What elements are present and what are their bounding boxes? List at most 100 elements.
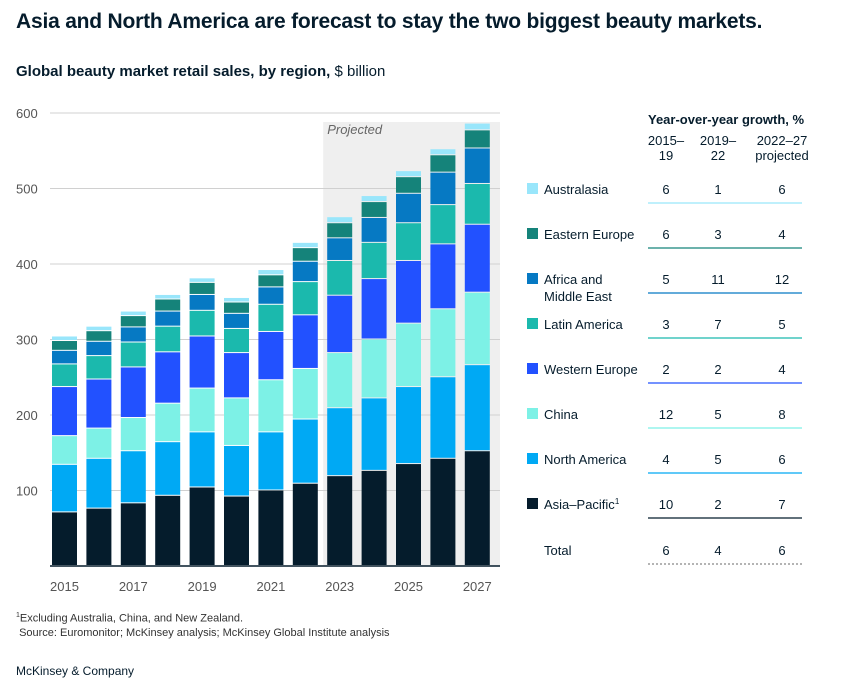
- legend-label: Total: [544, 543, 572, 558]
- growth-value: 2: [662, 362, 669, 377]
- bar-segment: [430, 149, 456, 155]
- x-tick-label: 2025: [394, 579, 423, 594]
- bar-segment: [292, 242, 318, 248]
- bar-segment: [292, 483, 318, 565]
- growth-value: 10: [659, 497, 673, 512]
- x-tick-label: 2019: [188, 579, 217, 594]
- growth-value: 6: [778, 543, 785, 558]
- bar-segment: [430, 458, 456, 565]
- bar-segment: [464, 130, 490, 148]
- bar-segment: [224, 313, 249, 328]
- bar-segment: [120, 327, 146, 342]
- bar-segment: [189, 432, 215, 487]
- legend-label: China: [544, 407, 579, 422]
- growth-column-header: projected: [755, 148, 808, 163]
- bar-segment: [292, 248, 318, 261]
- legend-label: Australasia: [544, 182, 609, 197]
- bar-segment: [396, 223, 421, 260]
- bar-segment: [120, 451, 146, 503]
- y-tick-label: 500: [16, 182, 38, 197]
- bar-segment: [327, 353, 353, 408]
- bar-segment: [361, 470, 387, 565]
- chart-subtitle: Global beauty market retail sales, by re…: [16, 63, 385, 80]
- growth-value: 6: [662, 182, 669, 197]
- bar-segment: [52, 387, 77, 436]
- bar-segment: [52, 341, 77, 350]
- bar-segment: [224, 445, 249, 496]
- bar-segment: [361, 196, 387, 202]
- bar-segment: [155, 326, 181, 352]
- y-tick-label: 600: [16, 106, 38, 121]
- bar-segment: [258, 380, 284, 432]
- bar-segment: [155, 311, 181, 326]
- x-tick-label: 2021: [256, 579, 285, 594]
- bar-segment: [464, 365, 490, 451]
- legend-swatch: [527, 363, 538, 374]
- legend-swatch: [527, 453, 538, 464]
- bar-segment: [464, 183, 490, 224]
- y-tick-label: 300: [16, 333, 38, 348]
- bar-segment: [189, 388, 215, 432]
- legend-swatch: [527, 228, 538, 239]
- subtitle-unit: $ billion: [334, 63, 386, 80]
- x-tick-label: 2015: [50, 579, 79, 594]
- bar-segment: [86, 458, 112, 508]
- legend-swatch: [527, 318, 538, 329]
- growth-column-header: 19: [659, 148, 673, 163]
- bar-segment: [224, 302, 249, 313]
- legend-swatch: [527, 183, 538, 194]
- bar-segment: [86, 341, 112, 356]
- bar-segment: [361, 217, 387, 242]
- bar-segment: [464, 292, 490, 365]
- growth-value: 7: [778, 497, 785, 512]
- bar-segment: [52, 464, 77, 512]
- bar-segment: [52, 364, 77, 387]
- bar-segment: [52, 350, 77, 364]
- legend-label: North America: [544, 452, 627, 467]
- x-tick-label: 2017: [119, 579, 148, 594]
- bar-segment: [155, 403, 181, 442]
- footnote: 1Excluding Australia, China, and New Zea…: [16, 609, 390, 640]
- bar-segment: [189, 278, 215, 282]
- bar-segment: [52, 336, 77, 341]
- bar-segment: [86, 326, 112, 331]
- bar-segment: [189, 336, 215, 388]
- growth-value: 5: [662, 272, 669, 287]
- bar-segment: [155, 495, 181, 565]
- bar-segment: [189, 282, 215, 294]
- bar-segment: [361, 339, 387, 398]
- x-tick-label: 2027: [463, 579, 492, 594]
- bar-segment: [52, 436, 77, 464]
- bar-segment: [430, 155, 456, 172]
- bar-segment: [258, 432, 284, 490]
- bar-segment: [52, 512, 77, 565]
- bar-segment: [224, 353, 249, 398]
- bar-segment: [396, 387, 421, 464]
- bar-segment: [258, 331, 284, 380]
- bar-segment: [258, 304, 284, 331]
- bar-segment: [327, 238, 353, 260]
- growth-column-header: 2015–: [648, 133, 685, 148]
- bar-segment: [292, 315, 318, 368]
- growth-value: 8: [778, 407, 785, 422]
- bar-segment: [86, 331, 112, 341]
- bar-segment: [120, 342, 146, 367]
- bar-segment: [86, 356, 112, 379]
- y-tick-label: 200: [16, 408, 38, 423]
- footnote-exclusion: 1Excluding Australia, China, and New Zea…: [16, 612, 244, 625]
- bar-segment: [86, 428, 112, 458]
- footnote-source: Source: Euromonitor; McKinsey analysis; …: [19, 626, 390, 639]
- bar-segment: [430, 205, 456, 244]
- bar-segment: [120, 311, 146, 316]
- bar-segment: [327, 217, 353, 223]
- legend-label: Middle East: [544, 289, 612, 304]
- growth-value: 12: [659, 407, 673, 422]
- bar-segment: [120, 367, 146, 418]
- legend-label: Asia–Pacific1: [544, 497, 620, 512]
- bar-segment: [86, 379, 112, 428]
- bar-segment: [396, 171, 421, 177]
- legend-label: Latin America: [544, 317, 624, 332]
- bar-segment: [396, 177, 421, 193]
- growth-value: 2: [714, 497, 721, 512]
- bar-segment: [327, 476, 353, 565]
